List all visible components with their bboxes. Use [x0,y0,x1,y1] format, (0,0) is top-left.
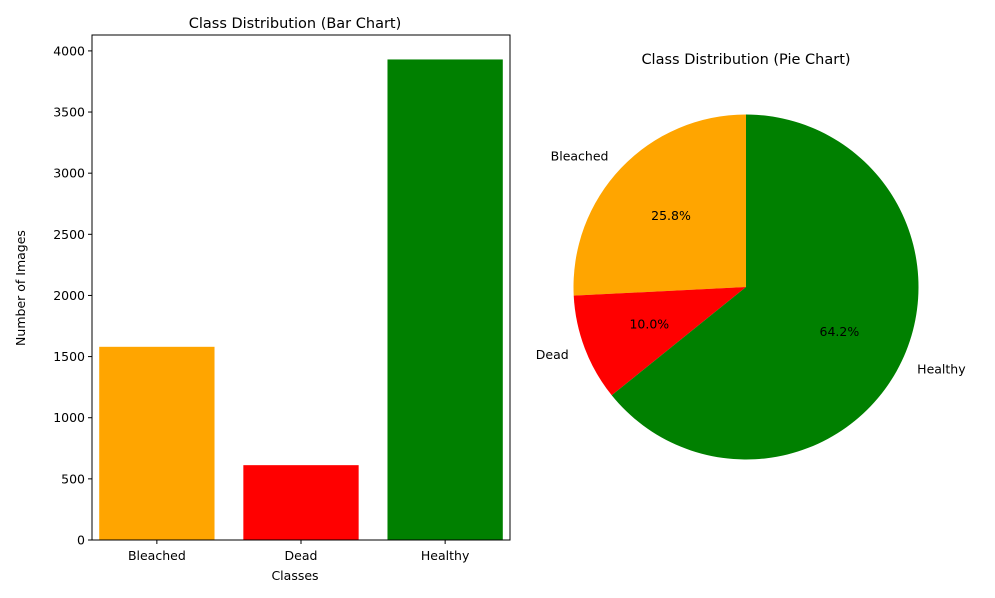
y-tick-label: 1500 [53,349,85,364]
y-tick-label: 0 [77,533,85,548]
x-axis-label: Classes [271,568,318,583]
bar-bleached [99,346,215,540]
y-ticks: 0 500 1000 1500 2000 2500 3000 3500 4000 [53,43,92,548]
x-ticks: Bleached Dead Healthy [128,540,470,563]
pie-pct-label: 64.2% [820,324,860,339]
x-tick-label: Dead [285,548,318,563]
pie-chart-title: Class Distribution (Pie Chart) [641,52,850,68]
y-tick-label: 2500 [53,227,85,242]
pie-pct-label: 25.8% [651,208,691,223]
y-tick-label: 4000 [53,43,85,58]
bar-healthy [387,59,503,541]
pie-label: Healthy [917,361,966,376]
y-tick-label: 3000 [53,166,85,181]
pie-slice-healthy [611,114,919,460]
bar-chart: Class Distribution (Bar Chart) 0 500 1000 1… [13,16,511,583]
y-axis-label: Number of Images [13,230,28,346]
y-tick-label: 500 [61,471,85,486]
y-tick-label: 2000 [53,288,85,303]
pie-labels: Bleached 25.8% Dead 10.0% Healthy 64.2% [536,149,966,377]
bar-dead [243,465,359,540]
pie-label: Bleached [551,149,609,164]
pie-pct-label: 10.0% [629,316,669,331]
pie-slice-dead [573,287,746,396]
x-tick-label: Healthy [421,548,470,563]
pie-label: Dead [536,347,569,362]
x-tick-label: Bleached [128,548,186,563]
pie-chart: Class Distribution (Pie Chart) Bleached 2… [536,52,966,460]
y-tick-label: 3500 [53,105,85,120]
pie-slice-bleached [573,114,746,296]
bar-chart-title: Class Distribution (Bar Chart) [189,16,402,32]
bars [99,59,503,541]
y-tick-label: 1000 [53,410,85,425]
pie-slices [573,114,919,460]
